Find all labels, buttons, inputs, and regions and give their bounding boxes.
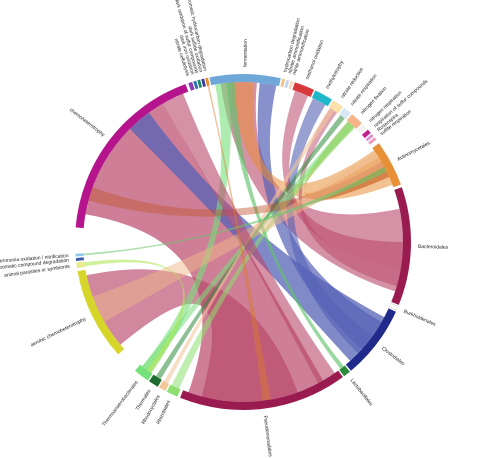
arc-rhizobiales <box>166 384 181 397</box>
arc-aerobic_chemoheterotrophy <box>77 269 125 355</box>
chord-ribbon-methylotrophy-to-clostridiales <box>286 98 373 354</box>
arc-nitrogen_fixation <box>346 114 362 129</box>
arc-respiration_sulfur <box>361 129 371 139</box>
arc-roseobacteria <box>365 134 374 142</box>
ribbon-layer <box>83 82 404 403</box>
arc-label-bacteroidales: Bacteroidales <box>418 244 449 251</box>
arc-label-pseudomonadales: Pseudomonadales <box>262 415 273 457</box>
arc-bacteroidales <box>391 187 411 305</box>
arc-nitrate_reduction <box>329 100 343 114</box>
arc-actinomycetales <box>372 143 401 188</box>
arc-methylotrophy <box>311 90 332 107</box>
arc-burkholderiales <box>388 302 399 311</box>
arc-dark_iron_oxidation <box>193 80 199 90</box>
arc-thermoanaerobacterales <box>135 364 153 381</box>
arc-nitrite_ammonification <box>288 80 294 90</box>
arc-clostridiales <box>345 308 396 371</box>
arc-fermentation <box>209 74 281 87</box>
arc-nitrate_cellulolysis <box>188 81 195 91</box>
arc-label-actinomycetales: Actinomycetales <box>396 140 431 163</box>
arc-label-fermentation: fermentation <box>243 39 249 67</box>
arc-lactobacillales <box>339 365 350 377</box>
chord-ribbon-thermales-to-nitrate_respiration <box>155 115 345 380</box>
chord-ribbon-rhizobiales-to-nitrogen_fixation <box>171 122 356 389</box>
arc-thermales <box>149 374 162 387</box>
chord-ribbon-rhodocyclales-to-nitrate_reduction <box>164 107 335 384</box>
arc-hydrogen_carbon <box>280 78 286 88</box>
arc-rhodocyclales <box>159 380 170 391</box>
arc-label-clostridiales: Clostridiales <box>380 346 406 368</box>
arc-aromatic_hydrocarbon_deg <box>205 77 210 87</box>
arc-dark_oxidation_sulfur <box>197 79 203 88</box>
arc-label-chemoheterotrophy: chemoheterotrophy <box>68 107 106 138</box>
arc-ammonia_oxidation <box>75 253 84 257</box>
arc-label-lactobacillales: Lactobacillales <box>349 378 374 408</box>
arc-dark_sulfide_oxidation <box>201 78 206 87</box>
chord-ribbon-methanol_oxidation-to-bacteroidales <box>282 90 404 270</box>
arc-label-aerobic_chemoheterotrophy: aerobic chemoheterotrophy <box>30 316 88 348</box>
arc-nitrogen_respiration <box>357 124 367 134</box>
chord-ribbon-thermoanaerobacterales-to-nitrogen_fixation <box>142 121 355 372</box>
arc-label-methanol_oxidation: methanol oxidation <box>305 39 326 80</box>
chord-ribbon-nitrate_reduction-to-bacteroidales <box>298 107 401 287</box>
arc-layer <box>75 74 411 410</box>
arc-nitrate_respiration <box>339 107 351 120</box>
chord-ribbon-aerobic_chemoheterotrophy-to-pseudomonadales <box>86 269 298 402</box>
arc-aromatic_compound_deg <box>75 257 84 261</box>
chord-ribbon-aerobic_chemoheterotrophy-to-actinomycetales <box>92 152 385 322</box>
arc-label-methylotrophy: methylotrophy <box>325 59 346 90</box>
arc-sulfite_respiration <box>368 137 377 145</box>
chord-ribbon-chemoheterotrophy-to-pseudomonadales <box>163 93 335 384</box>
arc-label-ammonia_oxidation: ammonia oxidation / nitrification <box>0 253 69 264</box>
chord-ribbon-thermoanaerobacterales-to-fermentation <box>142 82 231 374</box>
arc-label-burkholderiales: Burkholderiales <box>402 309 436 328</box>
arc-animal_parasites <box>76 261 85 269</box>
arc-pseudomonadales <box>180 370 343 410</box>
arc-methanol_oxidation <box>292 82 314 97</box>
arc-nitrate_ammonification <box>284 79 290 89</box>
chord-ribbon-aromatic_hydrocarbon_deg-to-pseudomonadales <box>207 85 271 401</box>
arc-label-thermoanaerobacterales: Thermoanaerobacterales <box>101 379 140 427</box>
